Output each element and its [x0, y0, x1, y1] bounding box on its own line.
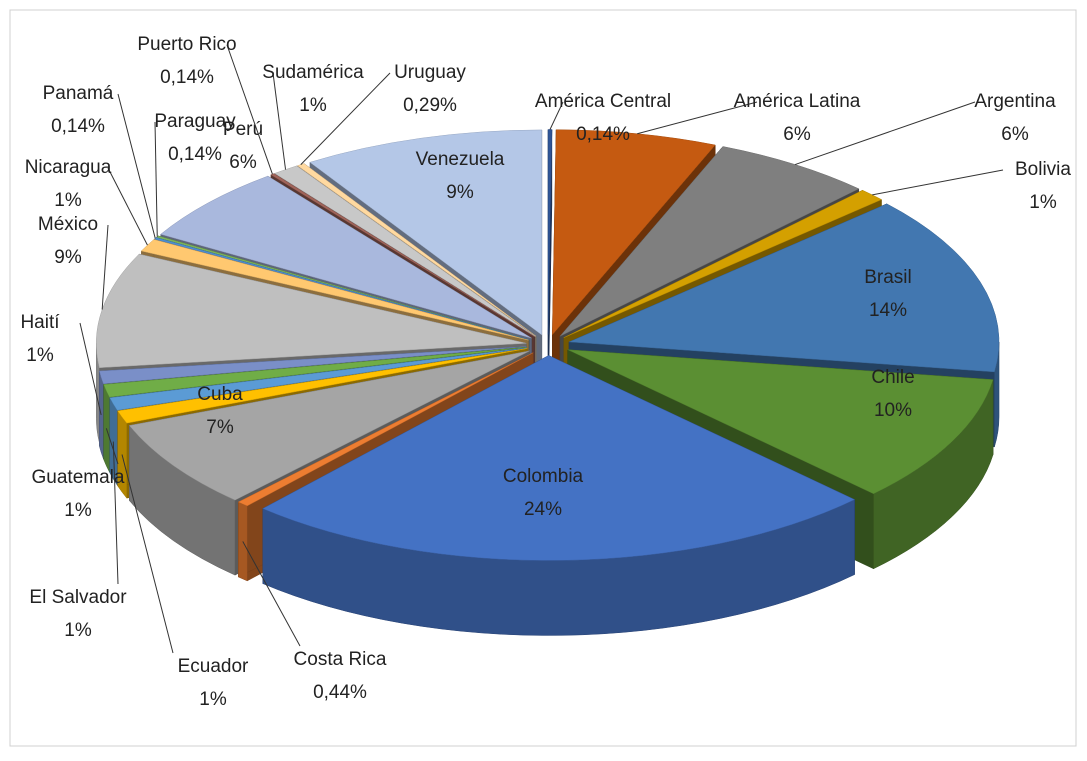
slice-label: Cuba — [197, 384, 243, 405]
slice-value-label: 0,14% — [168, 144, 222, 165]
slice — [568, 203, 1000, 373]
slice-value-label: 10% — [874, 400, 912, 421]
slice-value-label: 6% — [783, 124, 811, 145]
slice — [547, 129, 553, 335]
slice — [567, 349, 994, 495]
slice — [140, 239, 529, 341]
slice-label: Chile — [871, 367, 914, 388]
slice-value-label: 6% — [229, 152, 257, 173]
leader-line — [121, 454, 174, 654]
slice — [117, 348, 528, 424]
slice — [237, 352, 534, 507]
slice-label: Puerto Rico — [137, 34, 236, 55]
leader-line — [117, 93, 156, 239]
slice-value-label: 1% — [299, 95, 327, 116]
slice-value-label: 0,44% — [313, 682, 367, 703]
slice-label: Sudamérica — [262, 62, 364, 83]
slice — [160, 175, 532, 339]
slice-label: El Salvador — [29, 587, 127, 608]
leader-line — [549, 101, 564, 130]
slice-value-label: 1% — [1029, 192, 1057, 213]
slice-label: Argentina — [974, 91, 1056, 112]
leader-line — [794, 101, 976, 166]
leader-line — [272, 72, 287, 170]
leader-line — [872, 169, 1004, 196]
slice-value-label: 14% — [869, 300, 907, 321]
slice-label: América Latina — [734, 91, 861, 112]
leader-line — [112, 441, 119, 585]
slice-value-label: 9% — [54, 247, 82, 268]
slice-value-label: 1% — [26, 345, 54, 366]
slice — [109, 347, 527, 411]
slice-value-label: 7% — [206, 417, 234, 438]
leader-line — [154, 121, 158, 237]
slice — [262, 355, 856, 561]
slice-value-label: 1% — [199, 689, 227, 710]
slice-label: Haití — [20, 312, 60, 333]
slice — [128, 350, 530, 501]
slice — [96, 253, 527, 368]
slice-label: Paraguay — [154, 111, 236, 132]
slice-label: Colombia — [503, 466, 584, 487]
slice-value-label: 0,14% — [160, 67, 214, 88]
slice — [563, 189, 883, 338]
slice-label: Guatemala — [32, 467, 125, 488]
slice-label: Costa Rica — [294, 649, 387, 670]
slice-value-label: 0,14% — [576, 124, 630, 145]
slice-value-label: 6% — [1001, 124, 1029, 145]
slice — [98, 346, 527, 385]
slice-value-label: 0,14% — [51, 116, 105, 137]
slice-label: Bolivia — [1015, 159, 1071, 180]
slice-label: América Central — [535, 91, 671, 112]
slice-label: México — [38, 214, 98, 235]
slice — [309, 129, 543, 336]
slice-label: Brasil — [864, 267, 912, 288]
slice-wall — [99, 370, 104, 459]
leader-line — [101, 224, 109, 310]
slice-label: Nicaragua — [25, 157, 112, 178]
slice — [103, 346, 527, 398]
leader-line — [107, 167, 148, 246]
slice-value-label: 0,29% — [403, 95, 457, 116]
slice-label: Panamá — [43, 83, 114, 104]
leader-line — [105, 428, 119, 465]
slice-value-label: 1% — [64, 500, 92, 521]
slice-label: Venezuela — [416, 149, 505, 170]
leader-line — [242, 541, 301, 647]
slice-value-label: 24% — [524, 499, 562, 520]
slice-label: Perú — [223, 119, 263, 140]
slice-value-label: 1% — [54, 190, 82, 211]
slice — [274, 165, 536, 337]
leader-line — [226, 44, 273, 175]
slice-value-label: 9% — [446, 182, 474, 203]
leader-line — [79, 322, 102, 416]
slice-label: Uruguay — [394, 62, 466, 83]
slice-label: Ecuador — [178, 656, 249, 677]
leader-line — [637, 101, 758, 135]
leader-line — [300, 72, 391, 165]
slice — [552, 129, 716, 336]
slice-value-label: 1% — [64, 620, 92, 641]
